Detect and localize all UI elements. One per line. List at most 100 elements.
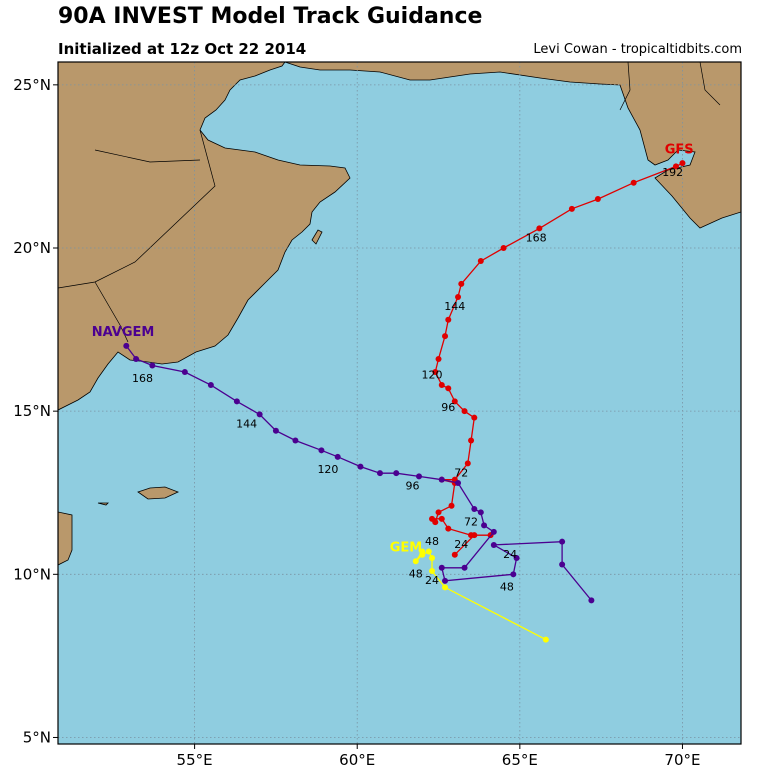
navgem-track-point	[490, 528, 497, 535]
gfs-track-point	[468, 532, 475, 539]
gfs-hour-label: 72	[454, 466, 468, 479]
gfs-track-point	[438, 382, 445, 389]
navgem-track-point	[513, 555, 520, 561]
gem-track-point	[429, 555, 436, 561]
navgem-track-point	[455, 479, 462, 486]
navgem-track-point	[510, 571, 517, 578]
navgem-track-point	[393, 470, 400, 477]
x-tick-label: 55°E	[177, 751, 213, 768]
navgem-track-point	[442, 577, 449, 584]
navgem-hour-label: 120	[317, 463, 338, 476]
gem-track-point	[542, 636, 549, 643]
navgem-hour-label: 144	[236, 417, 257, 430]
x-tick-label: 60°E	[339, 751, 375, 768]
gfs-hour-label: 24	[454, 538, 468, 551]
gem-hour-label: 24	[425, 574, 439, 587]
gfs-track-point	[468, 437, 475, 444]
chart-credit: Levi Cowan - tropicaltidbits.com	[533, 42, 742, 57]
gfs-track-point	[464, 460, 471, 467]
iran-border-line	[619, 62, 631, 111]
navgem-track-point	[481, 522, 488, 529]
gfs-track-point	[445, 525, 452, 532]
y-tick-label: 25°N	[13, 76, 51, 94]
y-tick-label: 10°N	[13, 565, 51, 583]
gfs-track-point	[461, 408, 468, 415]
gfs-track-point	[435, 355, 442, 362]
gfs-hour-label: 48	[425, 535, 439, 548]
masirah-island	[311, 229, 323, 245]
iran-pakistan-land	[284, 62, 741, 229]
navgem-hour-label: 96	[406, 479, 420, 492]
model-tracks: 24487296120144168192GFS24487296120144168…	[92, 142, 694, 643]
gem-track-point	[419, 548, 426, 555]
gfs-model-label: GFS	[665, 142, 694, 157]
navgem-hour-label: 24	[503, 548, 517, 561]
gfs-track-point	[679, 160, 686, 167]
navgem-track-point	[149, 362, 156, 369]
gfs-hour-label: 120	[422, 369, 443, 382]
gfs-track-point	[445, 316, 452, 323]
gfs-track-point	[500, 245, 507, 251]
y-tick-label: 20°N	[13, 239, 51, 257]
gfs-track-point	[435, 509, 442, 516]
gem-track-point	[442, 584, 449, 591]
navgem-track-point	[490, 541, 497, 548]
navgem-track-point	[181, 369, 188, 375]
navgem-track-point	[559, 561, 566, 568]
socotra-island	[137, 486, 180, 500]
navgem-track-point	[376, 470, 383, 477]
gem-model-label: GEM	[390, 540, 423, 555]
navgem-track-point	[207, 382, 214, 389]
gfs-track-point	[672, 163, 679, 170]
oman-border-line	[58, 129, 216, 289]
uae-border-line	[94, 149, 201, 163]
navgem-track-point	[318, 447, 325, 454]
gfs-track-line	[430, 162, 683, 556]
abd-al-kuri-island	[97, 502, 109, 506]
gfs-track-point	[451, 398, 458, 405]
navgem-track-point	[292, 437, 299, 444]
navgem-track-point	[357, 463, 364, 470]
navgem-track-point	[477, 509, 484, 516]
navgem-track-point	[233, 398, 240, 405]
gfs-track-point	[630, 179, 637, 186]
navgem-track-point	[438, 564, 445, 571]
plot-frame	[57, 61, 742, 745]
navgem-hour-label: 72	[464, 515, 478, 528]
gfs-track-point	[458, 280, 465, 287]
gfs-track: 24 48 72 96 120 144 168 192 GFS	[422, 142, 694, 558]
navgem-track-point	[438, 476, 445, 483]
navgem-track-point	[416, 473, 423, 480]
gem-hour-label: 48	[409, 568, 423, 581]
navgem-track-point	[461, 564, 468, 571]
gem-track-point	[429, 568, 436, 575]
navgem-track-point	[559, 538, 566, 545]
navgem-hour-label: 48	[500, 581, 514, 594]
gfs-track-point	[451, 551, 458, 558]
navgem-track-point	[133, 355, 140, 362]
gem-track-point	[425, 548, 432, 555]
chart-title: 90A INVEST Model Track Guidance	[58, 4, 483, 29]
gfs-hour-label: 192	[662, 166, 683, 179]
x-tick-label: 65°E	[502, 751, 538, 768]
gfs-track-point	[536, 225, 543, 232]
gfs-track-point	[448, 502, 455, 509]
gfs-hour-label: 96	[441, 401, 455, 414]
navgem-model-label: NAVGEM	[92, 325, 155, 340]
pakistan-border-line	[699, 62, 721, 106]
chart-subtitle: Initialized at 12z Oct 22 2014	[58, 40, 307, 58]
gfs-track-point	[568, 205, 575, 212]
axis-ticks: 55°E 60°E 65°E 70°E 25°N 20°N 15°N 10°N 5°N	[13, 76, 700, 768]
lat-lon-grid	[58, 62, 741, 744]
navgem-track-point	[334, 453, 341, 460]
navgem-track-point	[123, 342, 130, 349]
navgem-track-point	[256, 411, 263, 418]
gfs-track-point	[455, 293, 462, 300]
gfs-hour-label: 144	[444, 300, 465, 313]
y-tick-label: 15°N	[13, 402, 51, 420]
gfs-track-point	[432, 369, 439, 375]
navgem-hour-label: 168	[132, 372, 153, 385]
gfs-track-point	[438, 515, 445, 522]
